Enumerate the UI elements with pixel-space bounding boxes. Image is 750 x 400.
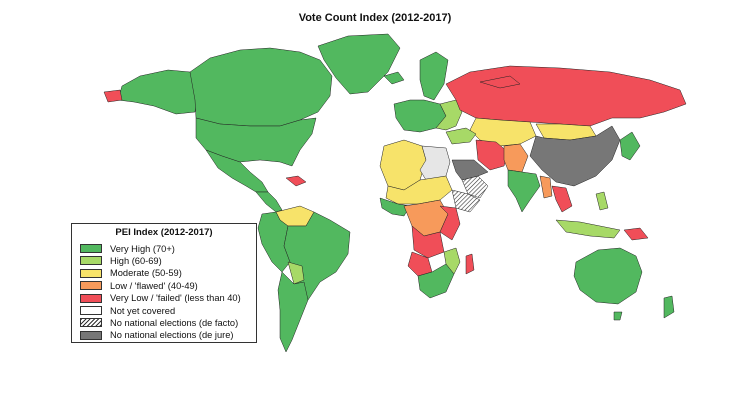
legend-label: Not yet covered xyxy=(110,305,176,316)
region-saudi xyxy=(451,159,489,181)
region-bolivia xyxy=(287,261,305,285)
legend-swatch xyxy=(80,244,102,253)
region-greenland xyxy=(317,33,401,95)
region-west-africa xyxy=(379,197,411,217)
legend-item: Low / 'flawed' (40-49) xyxy=(80,280,198,291)
region-sahel xyxy=(385,175,453,205)
region-far-east-tip xyxy=(103,89,123,103)
map-title: Vote Count Index (2012-2017) xyxy=(298,12,452,24)
legend-swatch xyxy=(80,330,102,340)
legend-label: High (60-69) xyxy=(110,255,162,266)
region-southern-africa xyxy=(417,263,455,299)
region-alaska xyxy=(117,69,199,115)
legend-item: Very Low / 'failed' (less than 40) xyxy=(80,293,241,304)
region-china xyxy=(529,125,621,187)
region-philippines xyxy=(595,191,609,211)
map-legend: PEI Index (2012-2017) Very High (70+) Hig… xyxy=(71,223,257,343)
region-tasmania xyxy=(613,311,623,321)
region-libya-egypt xyxy=(419,145,451,181)
region-new-zealand xyxy=(663,295,675,319)
region-turkey xyxy=(445,127,477,145)
region-iran xyxy=(475,139,509,171)
legend-swatch xyxy=(80,306,102,315)
region-pakistan-afg xyxy=(503,143,529,173)
region-png xyxy=(623,227,649,241)
legend-item: No national elections (de facto) xyxy=(80,317,238,328)
region-chukotka xyxy=(479,75,521,89)
legend-title: PEI Index (2012-2017) xyxy=(115,227,213,238)
region-myanmar xyxy=(539,175,553,199)
legend-item: Moderate (50-59) xyxy=(80,268,182,279)
region-australia xyxy=(573,247,643,305)
legend-item: High (60-69) xyxy=(80,255,162,266)
legend-swatch xyxy=(80,256,102,266)
legend-label: Moderate (50-59) xyxy=(110,268,182,279)
region-madagascar xyxy=(465,253,475,275)
region-caribbean xyxy=(285,175,307,187)
region-russia xyxy=(445,65,687,127)
legend-swatch xyxy=(80,268,102,278)
region-japan-korea xyxy=(619,131,641,161)
legend-item: No national elections (de jure) xyxy=(80,330,234,341)
legend-swatch xyxy=(80,293,102,303)
legend-label: Very High (70+) xyxy=(110,243,175,254)
region-central-america xyxy=(255,191,283,213)
legend-item: Not yet covered xyxy=(80,305,175,316)
legend-swatch xyxy=(80,281,102,291)
legend-item: Very High (70+) xyxy=(80,243,175,254)
region-east-africa xyxy=(439,205,461,241)
legend-swatch xyxy=(80,318,102,328)
legend-label: No national elections (de jure) xyxy=(110,330,234,341)
region-canada xyxy=(189,47,333,127)
region-mozambique xyxy=(443,247,461,275)
region-iceland xyxy=(383,71,405,85)
region-horn-hatched xyxy=(451,189,481,213)
legend-label: Low / 'flawed' (40-49) xyxy=(110,280,198,291)
region-indonesia xyxy=(555,219,621,239)
legend-label: No national elections (de facto) xyxy=(110,317,239,328)
region-thailand-indochina xyxy=(551,185,573,213)
region-argentina-chile xyxy=(277,271,309,353)
region-scandinavia xyxy=(419,51,449,101)
region-india xyxy=(507,169,541,213)
legend-label: Very Low / 'failed' (less than 40) xyxy=(110,293,241,304)
